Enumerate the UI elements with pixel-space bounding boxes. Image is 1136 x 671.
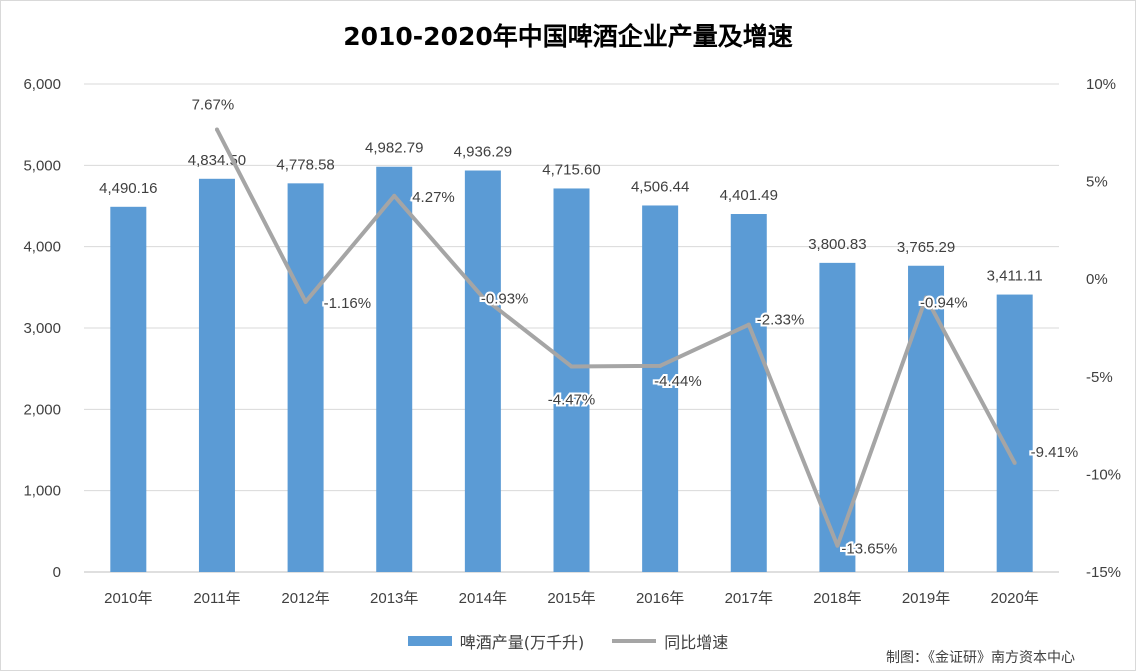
x-tick-label: 2013年 — [370, 590, 418, 607]
line-point — [569, 364, 574, 369]
bar — [908, 265, 945, 572]
legend-swatch-line — [612, 639, 657, 643]
bar-data-label: 4,401.49 — [720, 187, 778, 204]
legend-label-production: 啤酒产量(万千升) — [459, 633, 585, 652]
line-point — [746, 322, 751, 327]
bar — [996, 294, 1033, 572]
bar — [464, 170, 501, 572]
bar — [553, 188, 590, 572]
bar — [287, 183, 324, 572]
y-left-tick-label: 2,000 — [23, 401, 61, 418]
x-tick-label: 2020年 — [990, 590, 1038, 607]
line-data-label: -4.44% — [654, 373, 702, 390]
legend-swatch-bar — [407, 636, 452, 646]
line-data-label: -0.94% — [920, 295, 968, 312]
bar — [198, 178, 235, 572]
growth-line — [215, 128, 1017, 548]
x-tick-label: 2011年 — [193, 590, 240, 607]
line-data-label: 4.27% — [412, 189, 455, 206]
line-data-label: -9.41% — [1031, 444, 1079, 461]
y-right-tick-label: 0% — [1086, 271, 1108, 288]
y-right-tick-label: -5% — [1086, 369, 1113, 386]
bar-data-label: 4,490.16 — [99, 180, 157, 197]
legend-item-production: 啤酒产量(万千升) — [407, 629, 585, 653]
line-point — [658, 363, 663, 368]
y-left-tick-label: 0 — [53, 564, 61, 581]
x-tick-label: 2019年 — [902, 590, 950, 607]
line-data-label: 7.67% — [192, 96, 235, 113]
chart-legend: 啤酒产量(万千升) 同比增速 — [1, 629, 1135, 653]
y-left-tick-label: 5,000 — [23, 157, 61, 174]
legend-item-growth: 同比增速 — [612, 629, 728, 653]
line-data-label: -1.16% — [324, 295, 372, 312]
x-tick-label: 2014年 — [459, 590, 507, 607]
bar-data-label: 4,715.60 — [542, 161, 600, 178]
y-left-tick-label: 6,000 — [23, 76, 61, 93]
bar — [110, 206, 147, 572]
bar-data-label: 4,506.44 — [631, 178, 689, 195]
line-point — [303, 299, 308, 304]
x-tick-label: 2012年 — [281, 590, 329, 607]
line-data-label: -2.33% — [757, 312, 805, 329]
x-tick-label: 2017年 — [725, 590, 773, 607]
line-point — [214, 127, 219, 132]
y-left-tick-label: 4,000 — [23, 239, 61, 256]
bar — [819, 262, 856, 572]
y-right-tick-label: 10% — [1086, 76, 1116, 93]
y-right-tick-label: -10% — [1086, 466, 1121, 483]
line-point — [835, 543, 840, 548]
bar-data-label: 3,411.11 — [987, 268, 1043, 285]
y-right-tick-label: 5% — [1086, 174, 1108, 191]
bar-data-label: 3,765.29 — [897, 239, 955, 256]
legend-label-growth: 同比增速 — [664, 633, 729, 652]
x-tick-label: 2010年 — [104, 590, 152, 607]
x-tick-label: 2015年 — [547, 590, 595, 607]
bar — [642, 205, 679, 573]
line-point — [924, 295, 929, 300]
bar-data-label: 3,800.83 — [808, 236, 866, 253]
line-point — [480, 295, 485, 300]
bar — [730, 214, 767, 572]
x-tick-label: 2016年 — [636, 590, 684, 607]
line-point — [392, 193, 397, 198]
y-left-tick-label: 1,000 — [23, 483, 61, 500]
line-data-label: -13.65% — [841, 541, 897, 558]
y-right-tick-label: -15% — [1086, 564, 1121, 581]
bar — [376, 166, 413, 572]
chart-title: 2010-2020年中国啤酒企业产量及增速 — [343, 22, 793, 51]
y-left-tick-label: 3,000 — [23, 320, 61, 337]
x-tick-label: 2018年 — [813, 590, 861, 607]
line-point — [1012, 460, 1017, 465]
line-data-label: -4.47% — [548, 391, 596, 408]
bar-data-label: 4,936.29 — [454, 144, 512, 161]
line-data-label: -0.93% — [481, 290, 529, 307]
bar-data-label: 4,982.79 — [365, 140, 423, 157]
source-note: 制图：《金证研》南方资本中心 — [886, 650, 1075, 666]
bar-data-label: 4,778.58 — [276, 156, 334, 173]
